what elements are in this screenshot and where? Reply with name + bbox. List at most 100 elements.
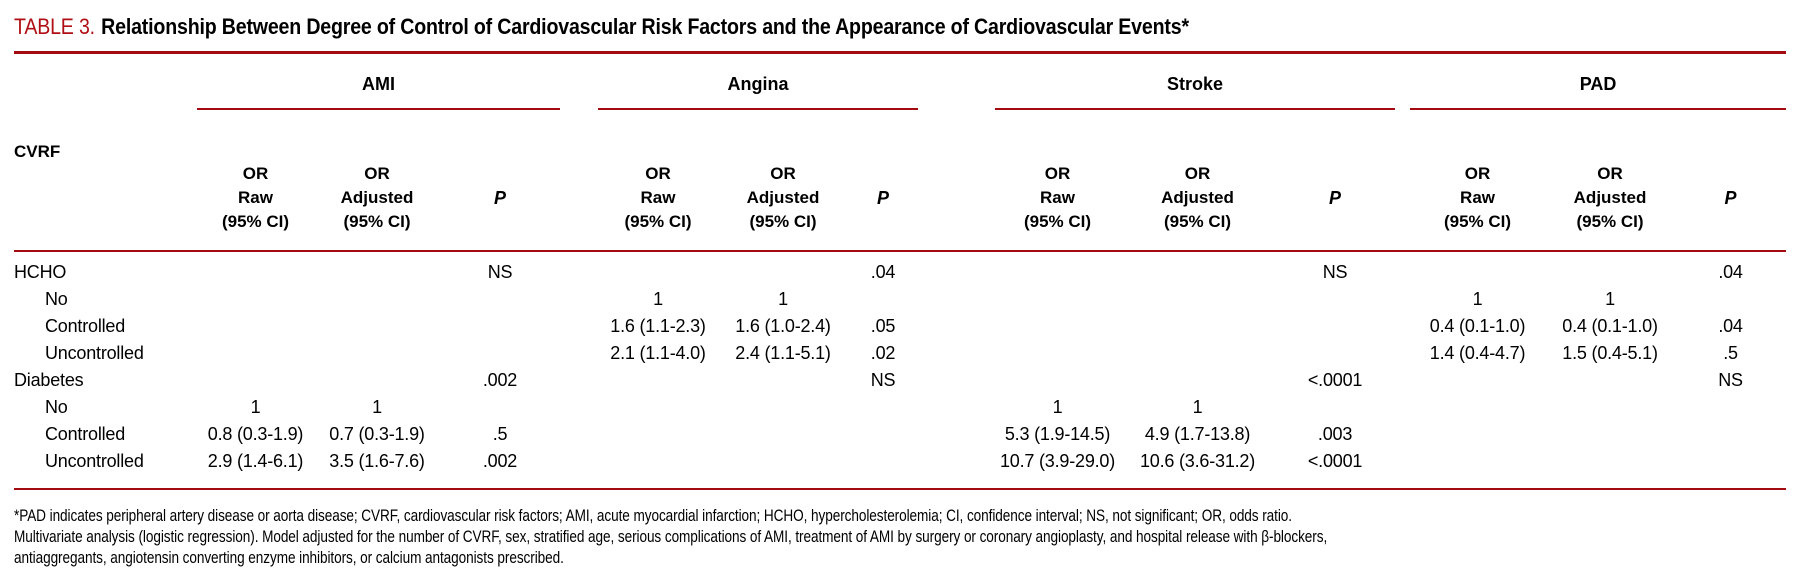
subheader-line: Adjusted <box>1161 188 1234 207</box>
data-cell: 0.4 (0.1-1.0) <box>1562 316 1658 336</box>
column-spacer <box>918 313 995 340</box>
data-cell <box>848 286 918 313</box>
subheader-line: (95% CI) <box>1023 212 1092 231</box>
data-cell <box>1120 367 1275 394</box>
subheader-line: OR <box>242 164 269 183</box>
data-cell: <.0001 <box>1307 370 1363 390</box>
column-spacer <box>560 259 598 286</box>
data-cell <box>718 367 848 394</box>
data-cell <box>1545 448 1675 475</box>
footnotes: *PAD indicates peripheral artery disease… <box>14 490 1786 568</box>
column-spacer <box>560 367 598 394</box>
data-cell: NS <box>870 370 896 390</box>
data-cell: .5 <box>1723 343 1738 363</box>
group-gap <box>918 53 995 110</box>
column-spacer <box>918 394 995 421</box>
data-cell: 1 <box>778 289 788 309</box>
row-label: Uncontrolled <box>45 343 144 363</box>
column-spacer <box>1395 421 1410 448</box>
subheader-or-adjusted: OR Adjusted (95% CI) <box>1545 109 1676 252</box>
column-spacer <box>560 313 598 340</box>
subheader-or-raw: OR Raw (95% CI) <box>1410 109 1546 252</box>
data-cell: 1 <box>1192 397 1203 417</box>
data-cell: 10.6 (3.6-31.2) <box>1139 451 1256 471</box>
data-cell: 0.7 (0.3-1.9) <box>329 424 425 444</box>
data-cell: .04 <box>1718 316 1743 336</box>
data-cell: 1.5 (0.4-5.1) <box>1562 343 1658 363</box>
group-gap <box>1395 109 1411 252</box>
table-row-uncontrolled: Uncontrolled 2.9 (1.4-6.1) 3.5 (1.6-7.6)… <box>14 448 1786 475</box>
row-label: Controlled <box>45 424 126 444</box>
column-spacer <box>560 394 598 421</box>
column-spacer <box>1395 259 1410 286</box>
data-cell <box>440 313 560 340</box>
column-spacer <box>918 367 995 394</box>
table-row-uncontrolled: Uncontrolled 2.1 (1.1-4.0) 2.4 (1.1-5.1)… <box>14 340 1786 367</box>
table-row-hcho: HCHO NS .04 NS .04 <box>14 259 1786 286</box>
subheader-line: (95% CI) <box>221 212 290 231</box>
subheader-p: P <box>1675 109 1787 252</box>
data-cell <box>440 286 560 313</box>
table-row-controlled: Controlled 0.8 (0.3-1.9) 0.7 (0.3-1.9) .… <box>14 421 1786 448</box>
data-cell <box>1410 367 1545 394</box>
footnote-line: Multivariate analysis (logistic regressi… <box>14 527 1328 546</box>
data-cell: 0.4 (0.1-1.0) <box>1429 316 1526 336</box>
row-label: No <box>45 397 68 417</box>
data-cell <box>197 367 314 394</box>
data-cell <box>1275 286 1395 313</box>
data-cell: 1.6 (1.1-2.3) <box>610 316 706 336</box>
subheader-line: OR <box>1044 164 1071 183</box>
data-cell: .5 <box>492 424 508 444</box>
data-cell <box>1275 313 1395 340</box>
data-cell <box>848 394 918 421</box>
data-cell: 1 <box>1052 397 1063 417</box>
group-header-angina: Angina <box>598 52 919 110</box>
row-label: HCHO <box>14 262 67 282</box>
data-cell <box>1120 259 1275 286</box>
row-label: Controlled <box>45 316 126 336</box>
data-cell <box>995 313 1120 340</box>
footnote-line: *PAD indicates peripheral artery disease… <box>14 506 1292 525</box>
subheader-line: Adjusted <box>746 188 820 207</box>
column-spacer <box>918 421 995 448</box>
subheader-line: Raw <box>1460 188 1496 207</box>
data-cell: 2.4 (1.1-5.1) <box>735 343 831 363</box>
spacer <box>14 475 1787 490</box>
data-cell <box>1545 367 1675 394</box>
data-cell: .05 <box>870 316 896 336</box>
column-spacer <box>560 448 598 475</box>
subheader-line: (95% CI) <box>1576 212 1644 231</box>
data-cell <box>314 259 440 286</box>
table-row-diabetes: Diabetes .002 NS <.0001 NS <box>14 367 1786 394</box>
subheader-or-raw: OR Raw (95% CI) <box>995 109 1121 252</box>
subheader-line: Raw <box>238 188 273 207</box>
data-cell <box>1120 286 1275 313</box>
data-cell: 5.3 (1.9-14.5) <box>1004 424 1111 444</box>
subheader-line: Raw <box>640 188 676 207</box>
group-gap <box>1395 53 1410 110</box>
subheader-line: (95% CI) <box>1163 212 1232 231</box>
data-cell <box>1410 421 1545 448</box>
subheader-p: P <box>848 109 919 252</box>
subheader-p: P <box>1275 109 1396 252</box>
data-cell: NS <box>487 262 513 282</box>
data-cell <box>197 340 314 367</box>
bottom-rule-row <box>14 475 1787 490</box>
subheader-p: P <box>440 109 560 252</box>
data-cell <box>598 394 718 421</box>
data-cell <box>995 286 1120 313</box>
data-cell: NS <box>1718 370 1743 390</box>
data-cell <box>314 286 440 313</box>
data-cell <box>197 286 314 313</box>
group-header-stroke: Stroke <box>995 52 1396 110</box>
data-cell: 1 <box>653 289 663 309</box>
group-header-row: CVRF AMI Angina Stroke PAD <box>14 52 1787 252</box>
subheader-line: Raw <box>1040 188 1075 207</box>
data-cell <box>718 448 848 475</box>
data-cell <box>598 259 718 286</box>
column-spacer <box>560 340 598 367</box>
subheader-line: (95% CI) <box>624 212 692 231</box>
subheader-line: Adjusted <box>340 188 414 207</box>
subheader-line: (95% CI) <box>343 212 411 231</box>
data-cell: .04 <box>1718 262 1743 282</box>
